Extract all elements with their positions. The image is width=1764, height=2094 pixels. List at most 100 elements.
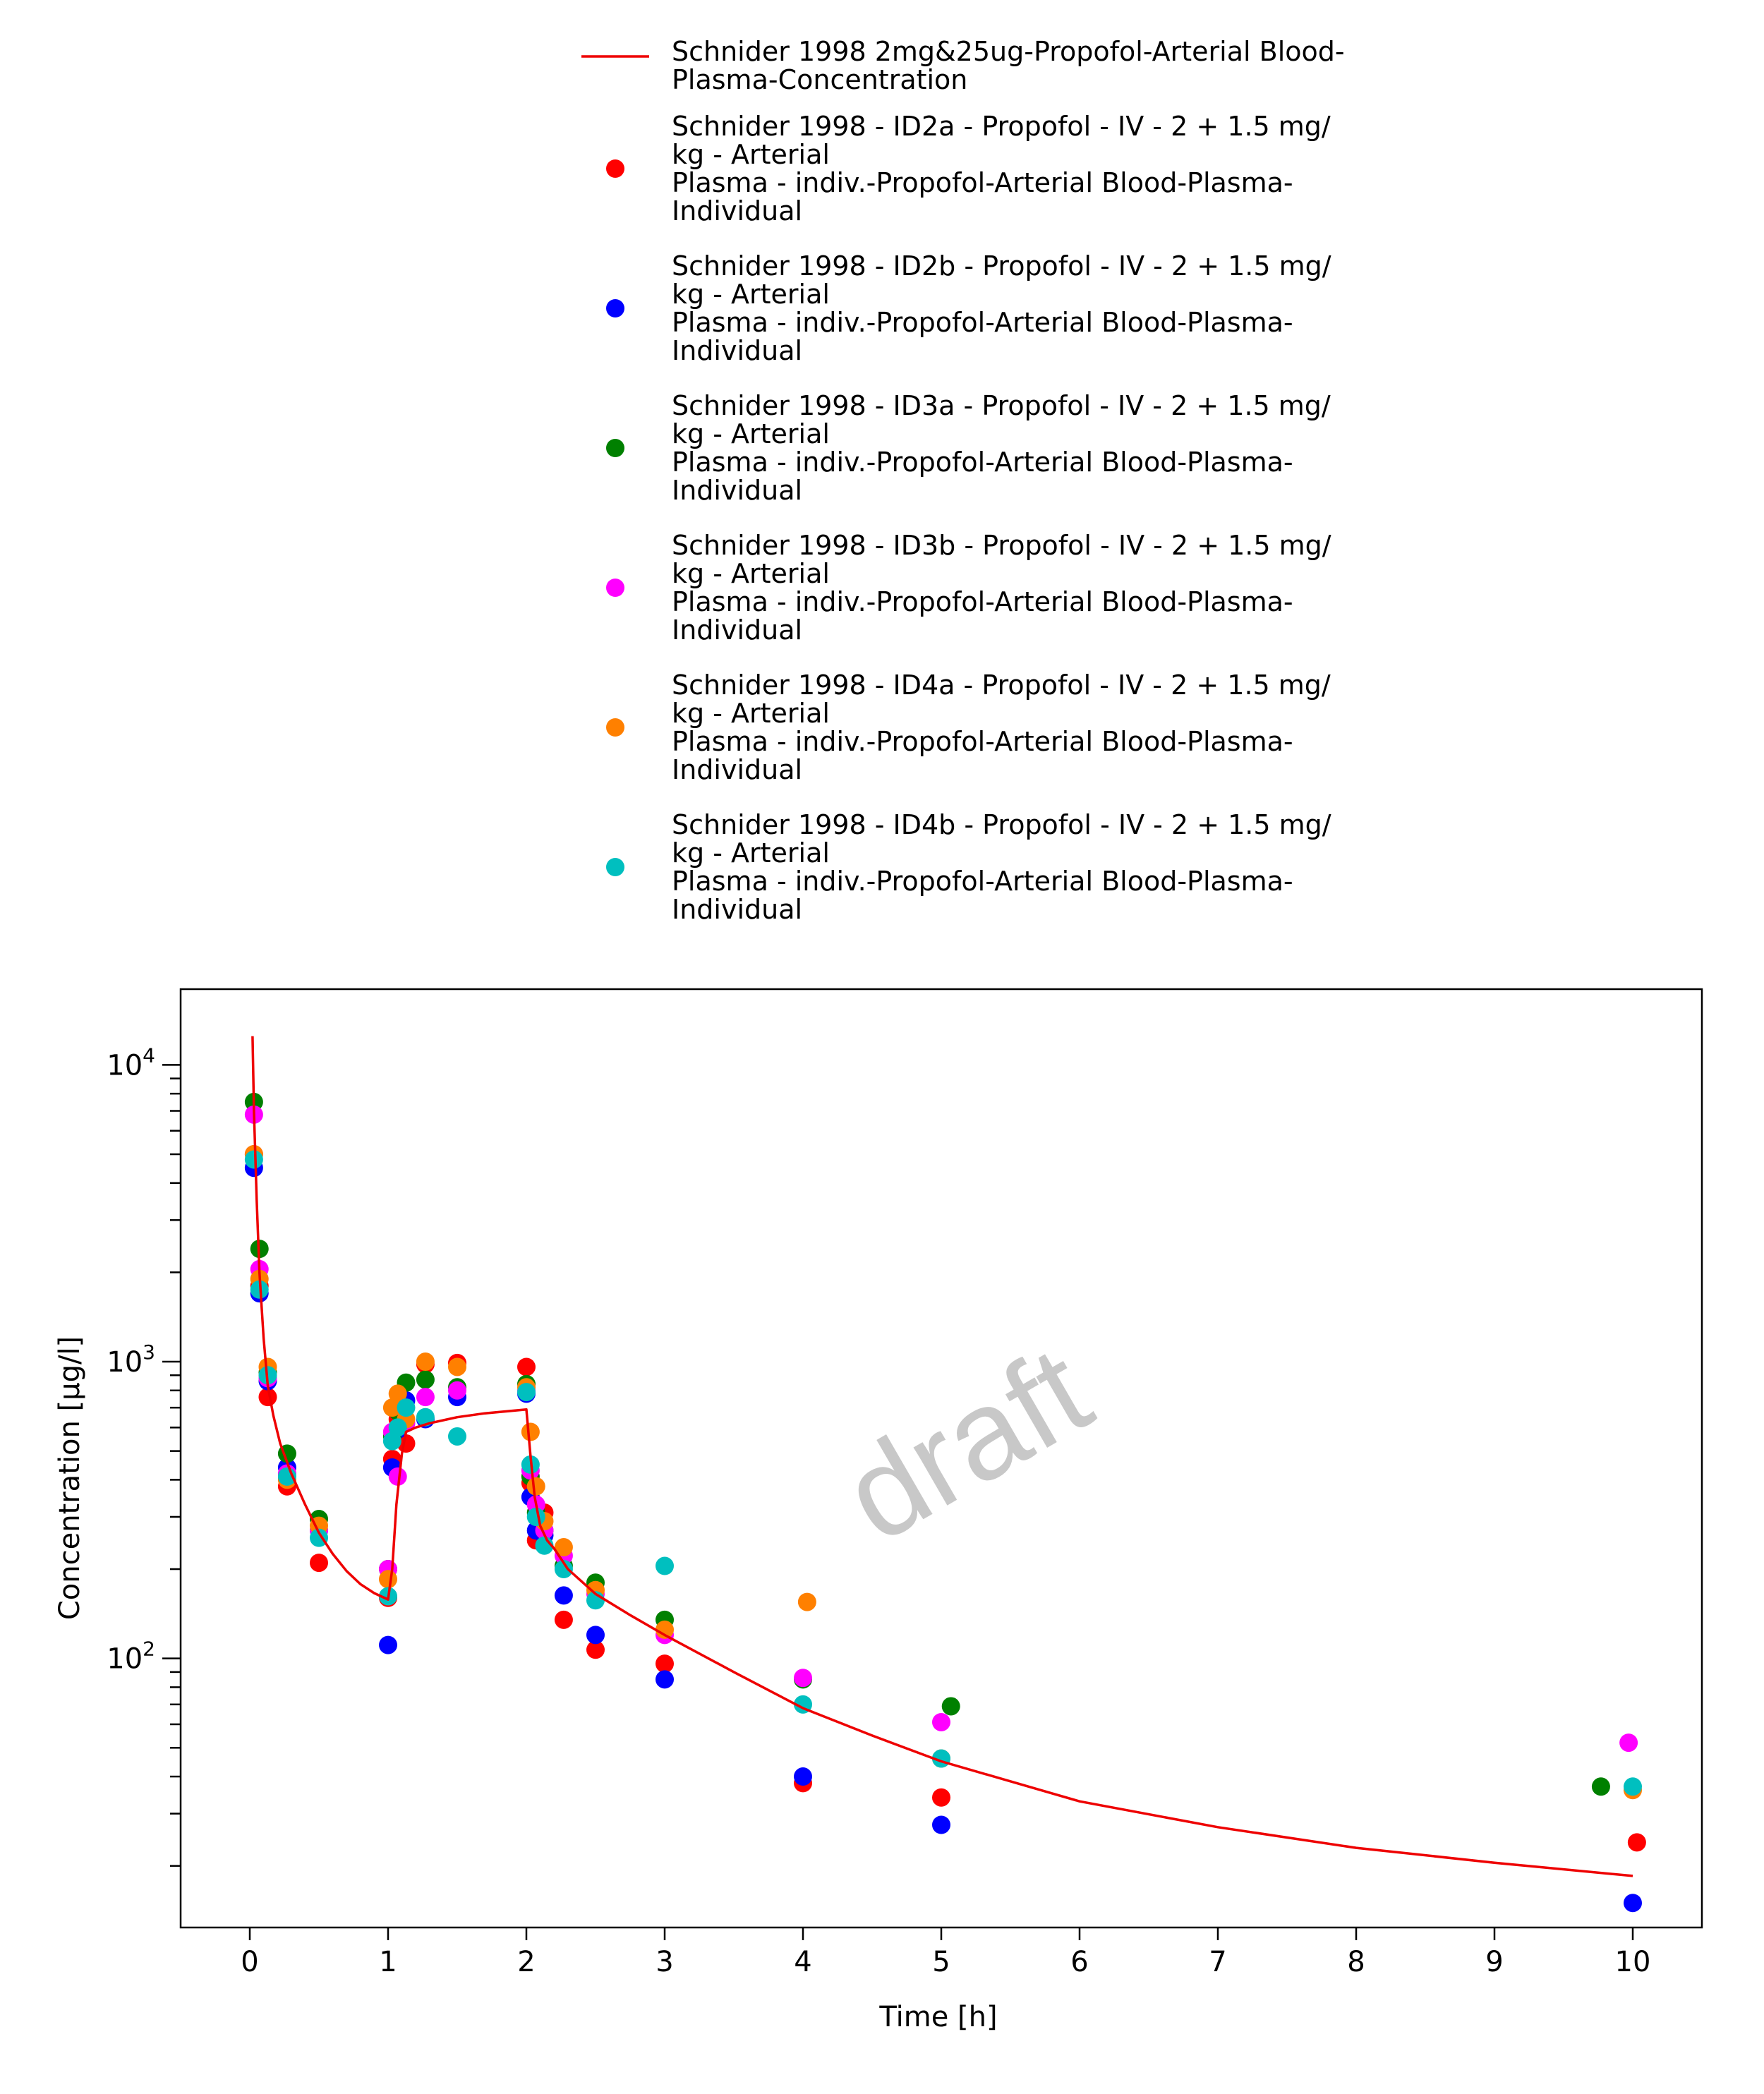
legend-marker bbox=[606, 858, 624, 876]
data-point bbox=[1624, 1777, 1642, 1796]
data-point bbox=[656, 1556, 674, 1575]
data-point bbox=[517, 1383, 536, 1402]
legend-label: Schnider 1998 - ID2a - Propofol - IV - 2… bbox=[672, 111, 1331, 142]
legend-label: Individual bbox=[672, 615, 802, 646]
x-tick-label: 3 bbox=[656, 1946, 673, 1978]
data-point bbox=[794, 1767, 812, 1786]
legend-label: Individual bbox=[672, 195, 802, 226]
data-point bbox=[1591, 1777, 1610, 1796]
data-point bbox=[932, 1788, 950, 1807]
data-point bbox=[526, 1477, 545, 1496]
legend-label: Plasma - indiv.-Propofol-Arterial Blood-… bbox=[672, 307, 1293, 338]
data-point bbox=[521, 1422, 540, 1441]
data-point bbox=[941, 1697, 960, 1716]
data-point bbox=[554, 1538, 573, 1557]
data-point bbox=[1624, 1894, 1642, 1913]
legend-label: Schnider 1998 - ID3a - Propofol - IV - 2… bbox=[672, 390, 1331, 421]
data-point bbox=[397, 1434, 416, 1453]
x-tick-label: 7 bbox=[1209, 1946, 1226, 1978]
data-point bbox=[416, 1370, 435, 1389]
data-point bbox=[310, 1554, 328, 1573]
data-point bbox=[416, 1408, 435, 1427]
legend-entry: Schnider 1998 - ID2a - Propofol - IV - 2… bbox=[606, 111, 1331, 226]
x-tick-label: 6 bbox=[1070, 1946, 1088, 1978]
x-tick-label: 8 bbox=[1347, 1946, 1365, 1978]
data-point bbox=[388, 1418, 407, 1437]
x-tick-label: 10 bbox=[1615, 1946, 1651, 1978]
data-point bbox=[1619, 1733, 1638, 1753]
legend-label: Schnider 1998 - ID4a - Propofol - IV - 2… bbox=[672, 670, 1331, 701]
legend-label: Plasma - indiv.-Propofol-Arterial Blood-… bbox=[672, 447, 1293, 478]
y-tick-label: 102 bbox=[107, 1638, 155, 1676]
data-point bbox=[397, 1398, 416, 1417]
legend-label: Plasma - indiv.-Propofol-Arterial Blood-… bbox=[672, 167, 1293, 198]
x-tick-label: 0 bbox=[241, 1946, 258, 1978]
data-point bbox=[586, 1626, 605, 1645]
data-point bbox=[554, 1560, 573, 1579]
y-axis: 102 103 104 bbox=[107, 1043, 181, 1867]
legend-label: kg - Arterial bbox=[672, 698, 830, 729]
data-point bbox=[932, 1712, 950, 1731]
legend-marker bbox=[606, 579, 624, 597]
data-point bbox=[797, 1592, 816, 1611]
data-point bbox=[258, 1388, 277, 1407]
legend-entry: Schnider 1998 - ID4a - Propofol - IV - 2… bbox=[606, 670, 1331, 785]
data-point bbox=[526, 1507, 545, 1526]
data-point bbox=[416, 1388, 435, 1407]
legend-label: Individual bbox=[672, 335, 802, 366]
legend-entry: Schnider 1998 - ID3a - Propofol - IV - 2… bbox=[606, 390, 1331, 506]
data-point bbox=[554, 1586, 573, 1605]
data-point bbox=[554, 1610, 573, 1629]
legend-label: kg - Arterial bbox=[672, 558, 830, 589]
data-point bbox=[448, 1381, 466, 1400]
x-axis: 0 1 2 3 4 5 6 7 8 9 10 bbox=[241, 1927, 1650, 1978]
series-points bbox=[244, 1150, 1642, 1796]
legend-entry-simulation: Schnider 1998 2mg&25ug-Propofol-Arterial… bbox=[581, 36, 1345, 95]
data-point bbox=[586, 1640, 605, 1659]
data-point bbox=[656, 1654, 674, 1674]
legend-label: Schnider 1998 - ID3b - Propofol - IV - 2… bbox=[672, 530, 1331, 561]
data-point bbox=[1627, 1833, 1646, 1852]
y-tick-label: 104 bbox=[107, 1043, 155, 1082]
data-point bbox=[656, 1670, 674, 1689]
data-point bbox=[388, 1384, 407, 1403]
data-point bbox=[932, 1815, 950, 1834]
legend-marker bbox=[606, 299, 624, 317]
x-tick-label: 1 bbox=[379, 1946, 397, 1978]
legend-label: Plasma - indiv.-Propofol-Arterial Blood-… bbox=[672, 726, 1293, 757]
legend-label: Plasma - indiv.-Propofol-Arterial Blood-… bbox=[672, 586, 1293, 617]
legend-label: Plasma - indiv.-Propofol-Arterial Blood-… bbox=[672, 866, 1293, 897]
data-point bbox=[656, 1620, 674, 1639]
legend-label: kg - Arterial bbox=[672, 418, 830, 449]
x-tick-label: 2 bbox=[517, 1946, 535, 1978]
legend-label: kg - Arterial bbox=[672, 837, 830, 869]
legend: Schnider 1998 2mg&25ug-Propofol-Arterial… bbox=[581, 36, 1345, 925]
data-point bbox=[382, 1398, 401, 1417]
legend-label: Individual bbox=[672, 894, 802, 925]
simulation-line bbox=[251, 1036, 1633, 1877]
y-axis-label: Concentration [µg/l] bbox=[54, 1336, 86, 1620]
legend-entry: Schnider 1998 - ID4b - Propofol - IV - 2… bbox=[606, 809, 1331, 925]
y-tick-label: 103 bbox=[107, 1340, 155, 1379]
legend-label: Individual bbox=[672, 754, 802, 785]
x-tick-label: 4 bbox=[794, 1946, 811, 1978]
data-point bbox=[416, 1352, 435, 1372]
data-point bbox=[388, 1467, 407, 1486]
legend-label: kg - Arterial bbox=[672, 279, 830, 310]
data-point bbox=[379, 1635, 397, 1654]
x-tick-label: 9 bbox=[1485, 1946, 1503, 1978]
data-point bbox=[517, 1357, 536, 1376]
legend-entry: Schnider 1998 - ID2b - Propofol - IV - 2… bbox=[606, 250, 1331, 366]
x-tick-label: 5 bbox=[932, 1946, 950, 1978]
legend-label: Schnider 1998 - ID2b - Propofol - IV - 2… bbox=[672, 250, 1331, 282]
data-point bbox=[244, 1150, 263, 1169]
legend-label: Individual bbox=[672, 475, 802, 506]
legend-label: kg - Arterial bbox=[672, 139, 830, 170]
data-point bbox=[794, 1669, 812, 1688]
legend-marker bbox=[606, 439, 624, 457]
data-point bbox=[379, 1570, 397, 1589]
legend-label: Plasma-Concentration bbox=[672, 64, 967, 95]
legend-entry: Schnider 1998 - ID3b - Propofol - IV - 2… bbox=[606, 530, 1331, 646]
